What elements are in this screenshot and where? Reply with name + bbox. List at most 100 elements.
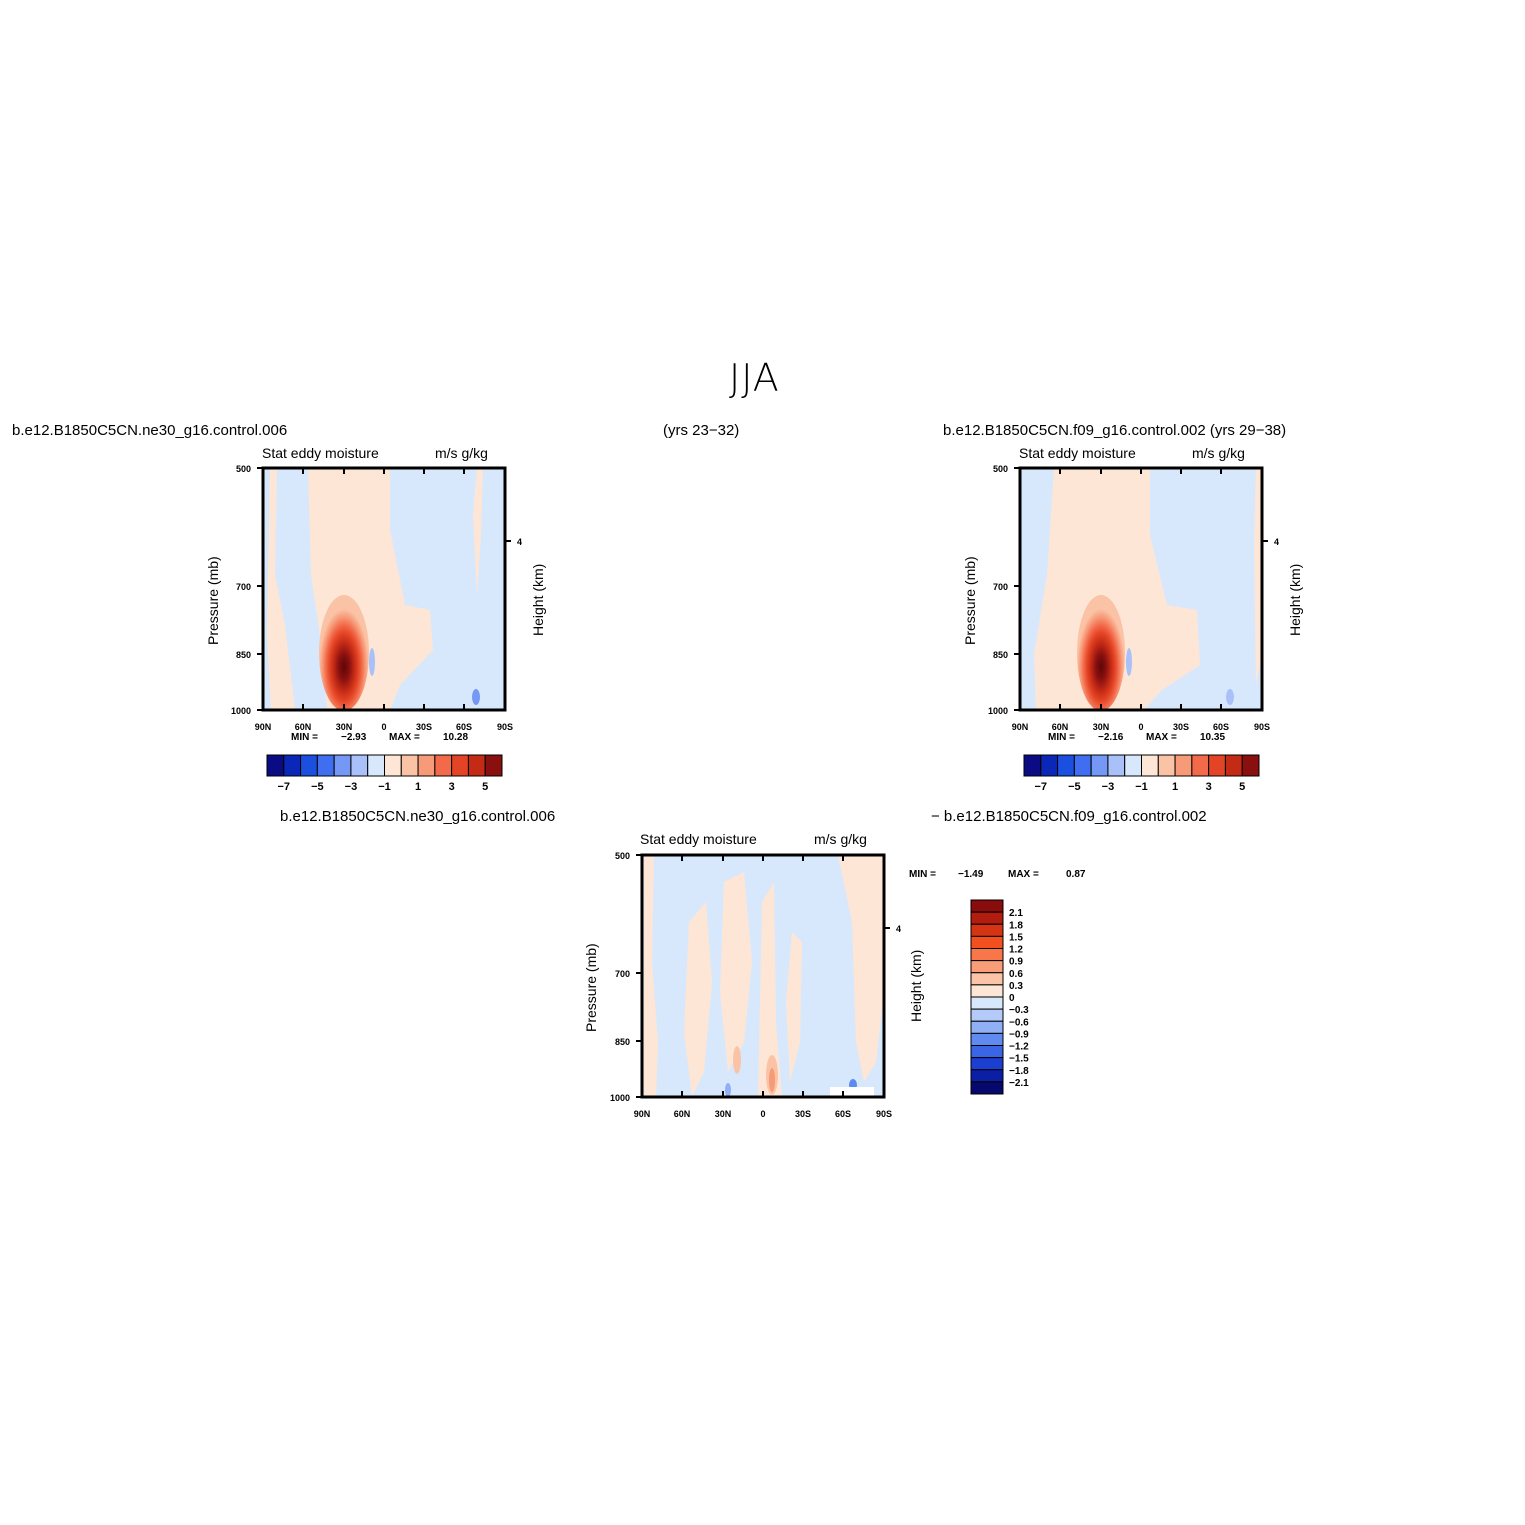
panel3-xtick-label: 60N xyxy=(674,1109,691,1119)
panel1-left-label: Stat eddy moisture xyxy=(262,445,379,461)
panel3-missing-box xyxy=(830,1087,874,1097)
panel3-min-label: MIN = xyxy=(909,869,936,880)
panel1-ytick-label: 850 xyxy=(236,650,251,660)
panel2-colorbar-box xyxy=(1224,754,1243,777)
panel1-case-label: b.e12.B1850C5CN.ne30_g16.control.006 xyxy=(12,422,288,439)
panel2-ytick-label: 1000 xyxy=(988,706,1008,716)
panel3-colorbar-label: −0.9 xyxy=(1009,1029,1029,1040)
panel2-colorbar-box xyxy=(1107,754,1126,777)
panel2-colorbar-box xyxy=(1057,754,1075,777)
panel2-hot-core xyxy=(1077,595,1125,711)
panel3-positive-band1 xyxy=(684,902,712,1097)
panel1-xtick-label: 30N xyxy=(336,722,353,732)
panel1-ytick-label: 1000 xyxy=(231,706,251,716)
panel3-xtick-label: 30S xyxy=(795,1109,811,1119)
panel3-colorbar-label: −1.5 xyxy=(1009,1054,1029,1065)
panel2-colorbar-box xyxy=(1141,754,1159,777)
panel3-y2tick-label: 4 xyxy=(896,924,901,934)
panel3-colorbar-box xyxy=(970,1057,1004,1071)
panel2-colorbar-label: 5 xyxy=(1239,781,1245,793)
panel3-positive-band3 xyxy=(758,882,782,1097)
panel3-colorbar-box xyxy=(970,1020,1004,1034)
panel3-colorbar-box xyxy=(970,972,1004,986)
panel2-right-label: m/s g/kg xyxy=(1192,445,1245,461)
panel1-hot-core xyxy=(319,595,369,711)
panel1-xtick-label: 90N xyxy=(255,722,272,732)
panel3-colorbar-box xyxy=(970,899,1004,913)
panel3-max-value: 0.87 xyxy=(1066,869,1086,880)
panel1-plot: 500 700 850 1000 4 90N 60N 30N 0 30S 60S… xyxy=(231,464,522,732)
panel2-case-label: b.e12.B1850C5CN.f09_g16.control.002 (yrs… xyxy=(943,422,1287,439)
panel3-colorbar-label: 0 xyxy=(1009,993,1015,1004)
panel1-xtick-label: 0 xyxy=(381,722,386,732)
panel3-max-label: MAX = xyxy=(1008,869,1039,880)
panel3-colorbar-box xyxy=(970,984,1004,998)
panel1-colorbar-label: 5 xyxy=(482,781,488,793)
panel2-colorbar-box xyxy=(1191,754,1210,777)
panel3-colorbar-box xyxy=(970,911,1004,925)
panel3-ytick-label: 500 xyxy=(615,851,630,861)
panel2-colorbar-label: 3 xyxy=(1206,781,1212,793)
panel2-colorbar-label: 1 xyxy=(1172,781,1178,793)
panel2-colorbar-label: −3 xyxy=(1102,781,1115,793)
panel2-xtick-label: 60N xyxy=(1052,722,1069,732)
panel2-min-label: MIN = xyxy=(1048,732,1075,743)
panel3-case-b-label: − b.e12.B1850C5CN.f09_g16.control.002 xyxy=(931,808,1207,825)
panel1-colorbar-label: 1 xyxy=(415,781,421,793)
panel3-colorbar-label: −0.3 xyxy=(1009,1005,1029,1016)
panel3-left-label: Stat eddy moisture xyxy=(640,831,757,847)
panel3-colorbar-label: 1.8 xyxy=(1009,920,1023,931)
panel2-xtick-label: 90S xyxy=(1254,722,1270,732)
panel1-positive-sliver xyxy=(473,468,483,595)
panel3-positive-band4 xyxy=(786,932,802,1082)
panel2-colorbar-box xyxy=(1157,754,1176,777)
panel3-colorbar-label: 1.5 xyxy=(1009,932,1023,943)
panel2-colorbar-box xyxy=(1040,754,1059,777)
panel1-xtick-label: 30S xyxy=(416,722,432,732)
panel1-y-ticks xyxy=(257,467,511,711)
panel3-positive-east xyxy=(838,855,884,1082)
panel2-y2tick-label: 4 xyxy=(1274,537,1279,547)
panel1-colorbar-box xyxy=(484,754,503,777)
panel3-colorbar-box xyxy=(970,948,1004,962)
panel2-negative-surface xyxy=(1226,689,1234,705)
panel3-colorbar-label: −1.8 xyxy=(1009,1066,1029,1077)
panel3-colorbar-label: 1.2 xyxy=(1009,945,1023,956)
panel1-xtick-label: 60S xyxy=(456,722,472,732)
panel1-colorbar-label: −3 xyxy=(345,781,358,793)
panel1-negative-surface xyxy=(472,689,480,705)
panel3-colorbar-box xyxy=(970,960,1004,974)
panel1-colorbar-label: −7 xyxy=(278,781,291,793)
panel1-colorbar-box xyxy=(417,754,436,777)
panel1-colorbar-box xyxy=(367,754,386,777)
panel3-colorbar-box xyxy=(970,996,1004,1010)
panel3-colorbar-label: −2.1 xyxy=(1009,1078,1029,1089)
panel3-positive-west xyxy=(644,855,658,1097)
panel2-xtick-label: 30S xyxy=(1173,722,1189,732)
panel2-positive-tongue xyxy=(1034,468,1200,710)
panel2-colorbar-box xyxy=(1090,754,1109,777)
panel3-positive-band2 xyxy=(720,872,752,1072)
panel3-colorbar-box xyxy=(970,1045,1004,1059)
panel3-x-ticks xyxy=(641,855,885,1097)
panel1-colorbar: −7−5−3−11357 xyxy=(266,754,503,793)
panel2-y-ticks xyxy=(1014,467,1268,711)
panel1-right-label: m/s g/kg xyxy=(435,445,488,461)
panel3-positive-max-core xyxy=(769,1068,775,1092)
panel3-colorbar-box xyxy=(970,1081,1004,1095)
panel1-colorbar-box xyxy=(384,754,402,777)
panel3-colorbar-box xyxy=(970,1032,1004,1046)
panel1-colorbar-box xyxy=(451,754,469,777)
panel3-colorbar-label: −0.6 xyxy=(1009,1017,1029,1028)
panel2-colorbar: −7−5−3−11357 xyxy=(1023,754,1260,793)
panel3-colorbar-label: −1.2 xyxy=(1009,1042,1029,1053)
panel1-colorbar-box xyxy=(333,754,352,777)
panel3-colorbar-label: 2.1 xyxy=(1009,908,1023,919)
panel1-y2tick-label: 4 xyxy=(517,537,522,547)
panel1-ytick-label: 700 xyxy=(236,582,251,592)
panel1-max-value: 10.28 xyxy=(443,732,469,743)
panel1-colorbar-box xyxy=(300,754,318,777)
panel2-colorbar-box xyxy=(1241,754,1260,777)
panel1-colorbar-box xyxy=(350,754,369,777)
panel2-positive-sliver xyxy=(1254,468,1262,685)
